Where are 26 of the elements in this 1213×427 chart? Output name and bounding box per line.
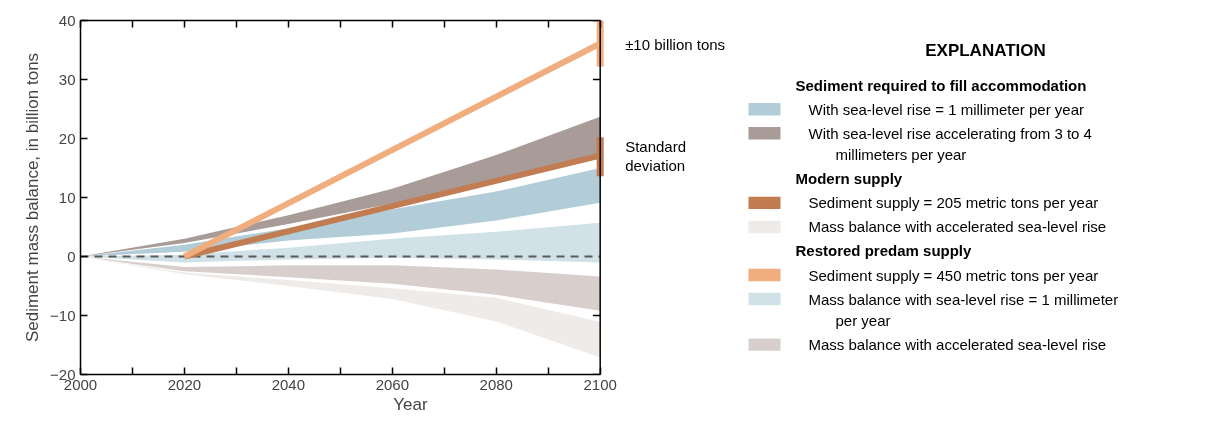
x-tick-label: 2100 xyxy=(583,375,617,393)
legend-label: Mass balance with accelerated sea-level rise xyxy=(808,218,1107,236)
x-tick-label: 2040 xyxy=(271,375,306,393)
y-tick-label: 40 xyxy=(58,11,76,29)
text: Modern supply xyxy=(795,170,903,188)
y-tick-label: 30 xyxy=(58,70,76,88)
annotation: ±10 billion tons xyxy=(625,35,726,53)
legend-label: Mass balance with accelerated sea-level rise xyxy=(808,336,1107,354)
text: Sediment required to fill accommodation xyxy=(795,76,1087,94)
text: Restored predam supply xyxy=(795,242,973,260)
x-tick-label: 2060 xyxy=(375,375,409,393)
y-tick-label: 10 xyxy=(58,188,76,206)
y-tick-label: 20 xyxy=(58,129,76,147)
x-axis-title: Year xyxy=(393,394,429,414)
legend-label: Sediment supply = 205 metric tons per year xyxy=(808,194,1099,212)
y-tick-label: −10 xyxy=(50,306,76,324)
y-axis-title: Sediment mass balance, in billion tons xyxy=(23,52,43,343)
x-tick-label: 2080 xyxy=(479,375,513,393)
legend-label: Mass balance with sea-level rise = 1 millimeter per year xyxy=(808,290,1119,330)
legend-label: With sea-level rise = 1 millimeter per year xyxy=(808,100,1085,118)
legend-label: Sediment supply = 450 metric tons per year xyxy=(808,266,1099,284)
legend-title: EXPLANATION xyxy=(925,40,1046,60)
x-tick-label: 2020 xyxy=(167,375,202,393)
y-tick-label: 0 xyxy=(67,247,76,265)
legend-label: With sea-level rise accelerating from 3 to 4 millimeters per year xyxy=(808,124,1092,164)
annotation: Standard deviation xyxy=(625,138,687,175)
